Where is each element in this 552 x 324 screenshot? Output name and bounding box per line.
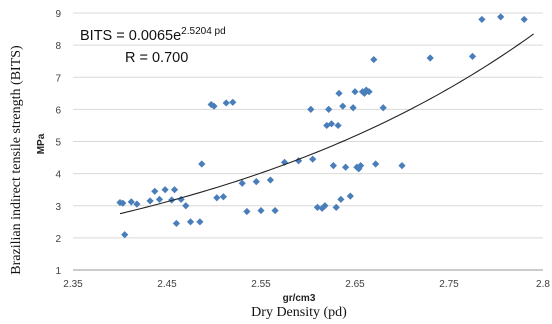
y-tick-label: 9	[55, 9, 61, 20]
data-point	[398, 161, 406, 170]
data-point	[309, 155, 317, 163]
data-point	[210, 102, 218, 110]
x-tick-label: 2.65	[345, 279, 365, 290]
data-point	[252, 178, 260, 186]
data-point	[335, 89, 343, 97]
data-point	[172, 219, 180, 228]
data-point	[478, 15, 486, 24]
data-point	[186, 218, 195, 226]
data-points	[116, 13, 528, 239]
y-tick-labels: 1 2 3 4 5 6 7 8 9	[55, 9, 61, 277]
y-axis-title-inner: MPa	[36, 133, 47, 154]
data-point	[346, 192, 354, 200]
grid	[73, 12, 543, 239]
data-point	[468, 52, 477, 60]
data-point	[133, 200, 141, 208]
data-point	[497, 13, 505, 21]
data-point	[266, 176, 274, 184]
data-point	[339, 102, 347, 110]
y-tick-label: 7	[55, 73, 61, 84]
data-point	[379, 104, 387, 112]
y-tick-label: 4	[55, 170, 61, 181]
data-point	[307, 105, 315, 113]
data-point	[362, 86, 370, 94]
data-point	[334, 121, 342, 130]
x-tick-labels: 2.35 2.45 2.55 2.65 2.75 2.8	[63, 279, 550, 290]
data-point	[325, 105, 333, 113]
data-point	[121, 231, 129, 239]
y-tick-label: 6	[55, 105, 61, 116]
data-point	[357, 161, 365, 170]
data-point	[318, 204, 326, 212]
data-point	[372, 160, 380, 168]
y-tick-label: 1	[55, 266, 61, 277]
x-tick-label: 2.55	[251, 279, 271, 290]
data-point	[155, 195, 164, 203]
x-tick-label: 2.8	[536, 279, 550, 290]
data-point	[271, 206, 279, 215]
equation-exponent: 2.5204 pd	[181, 26, 226, 37]
r-value-annotation: R = 0.700	[125, 50, 188, 66]
data-point	[222, 99, 230, 107]
data-point	[243, 207, 251, 216]
data-point	[332, 203, 340, 211]
data-point	[351, 88, 359, 96]
y-axis-title-outer: Brazilian indirect tensile strength (BIT…	[9, 45, 24, 275]
x-tick-label: 2.75	[439, 279, 459, 290]
data-point	[151, 187, 159, 195]
data-point	[127, 198, 135, 206]
data-point	[349, 104, 357, 112]
data-point	[337, 195, 345, 203]
data-point	[426, 54, 434, 62]
data-point	[196, 218, 204, 226]
data-point	[161, 186, 169, 194]
y-tick-label: 8	[55, 41, 61, 52]
data-point	[146, 197, 154, 205]
equation-annotation: BITS = 0.0065e2.5204 pd	[80, 26, 226, 44]
data-point	[182, 202, 190, 210]
equation-prefix: BITS = 0.0065e	[80, 28, 181, 44]
data-point	[342, 163, 350, 171]
data-point	[229, 98, 237, 106]
x-axis-unit-label: gr/cm3	[283, 293, 316, 304]
data-point	[313, 203, 321, 211]
data-point	[295, 157, 303, 165]
y-tick-label: 3	[55, 202, 61, 213]
y-tick-label: 5	[55, 138, 61, 149]
data-point	[321, 202, 329, 210]
exponential-trendline	[119, 33, 534, 215]
data-point	[360, 89, 368, 97]
data-point	[238, 179, 246, 187]
x-tick-label: 2.35	[63, 279, 83, 290]
x-axis-title: Dry Density (pd)	[251, 305, 347, 320]
data-point	[198, 160, 206, 168]
data-point	[520, 15, 528, 24]
data-point	[370, 55, 378, 64]
data-point	[327, 120, 336, 128]
data-point	[329, 161, 337, 170]
data-point	[219, 193, 227, 201]
data-point	[119, 199, 127, 207]
y-tick-label: 2	[55, 234, 61, 245]
x-tick-label: 2.45	[157, 279, 177, 290]
data-point	[323, 121, 331, 130]
data-point	[257, 206, 265, 215]
data-point	[365, 88, 373, 96]
data-point	[213, 194, 221, 202]
data-point	[170, 186, 179, 194]
